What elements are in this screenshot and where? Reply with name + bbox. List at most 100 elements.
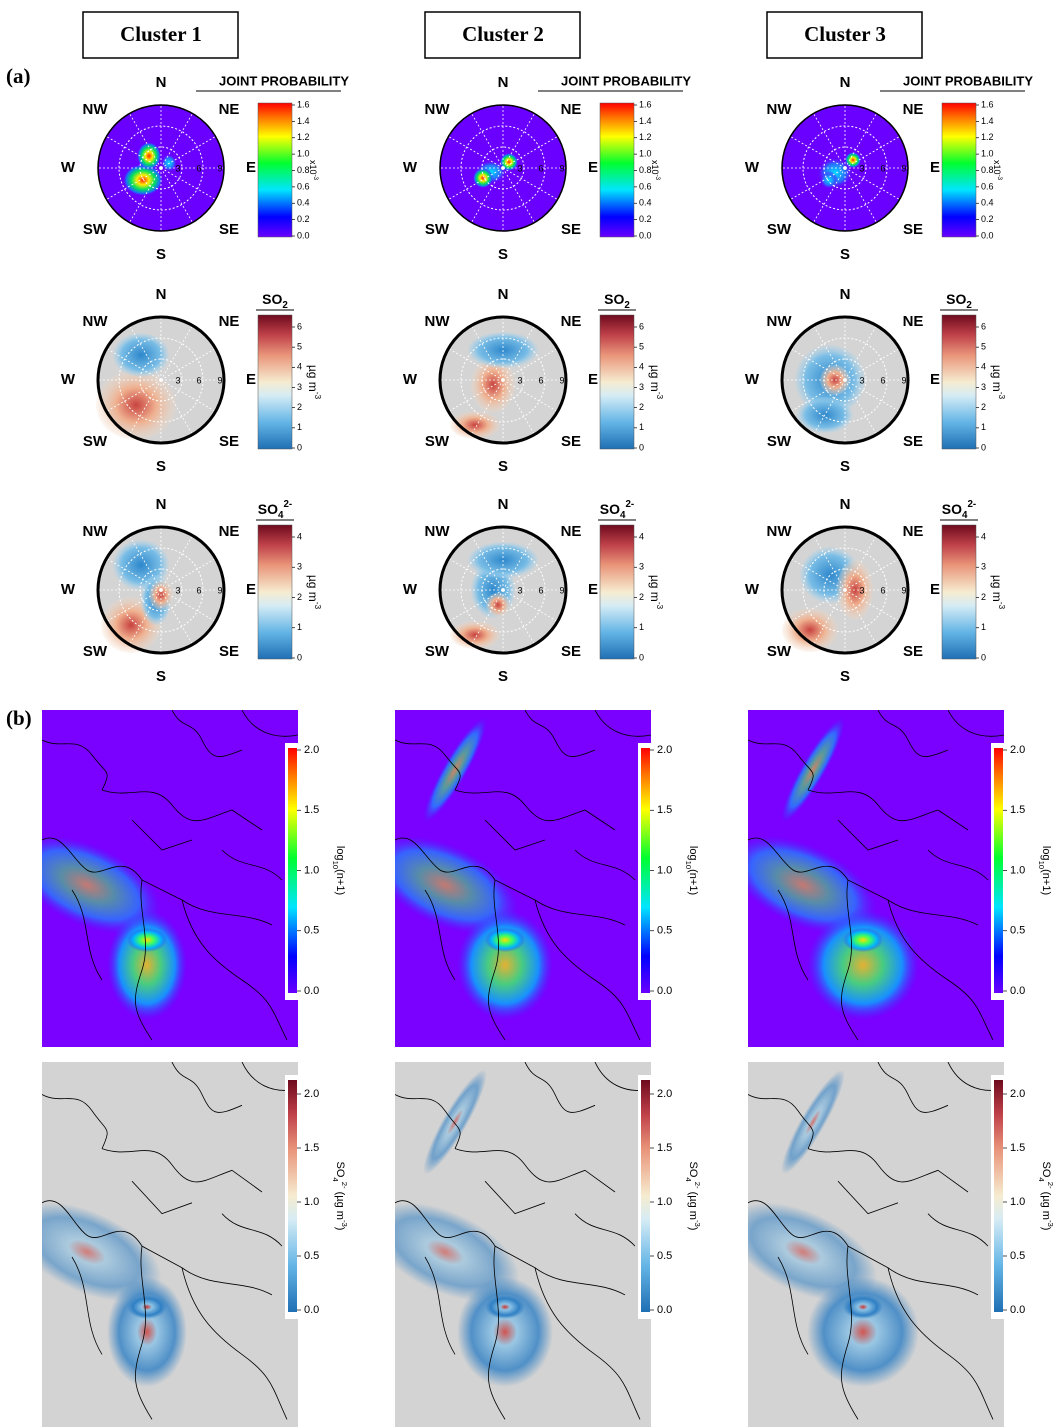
direction: N <box>156 496 167 513</box>
colorbar-tick-label: 1.5 <box>1010 1142 1025 1154</box>
text-part: SO <box>334 1162 346 1178</box>
polar-spoke <box>160 167 216 200</box>
colorbar-tick-label: 0 <box>981 652 986 662</box>
map <box>42 1062 298 1427</box>
map <box>395 1062 651 1427</box>
direction: NE <box>903 523 924 540</box>
text-part: 2 <box>624 300 630 311</box>
radial-tick: 6 <box>538 585 543 595</box>
radial-tick: 3 <box>175 375 180 385</box>
colorbar <box>641 748 650 993</box>
polar-border <box>96 315 226 445</box>
polar-spoke <box>129 589 162 645</box>
direction: SW <box>425 433 450 450</box>
polar-spoke <box>813 589 846 645</box>
direction: NW <box>767 101 793 118</box>
radial-tick: 9 <box>901 585 906 595</box>
polar-spoke <box>844 535 877 591</box>
map <box>395 710 651 1047</box>
radial-tick: 9 <box>217 163 222 173</box>
text-part: -3 <box>997 602 1007 610</box>
colorbar-unit: µg m-3 <box>990 575 1007 610</box>
direction: S <box>840 246 850 263</box>
text-part: x10 <box>992 160 1002 175</box>
colorbar-title: SO2 <box>262 291 288 311</box>
direction: SE <box>561 221 581 238</box>
text-part: -3 <box>1046 1220 1054 1227</box>
polar-spoke <box>160 589 193 645</box>
direction: N <box>498 496 509 513</box>
polar-spoke <box>502 558 558 591</box>
colorbar-tick-label: 0.0 <box>1010 985 1025 997</box>
radial-tick: 9 <box>901 375 906 385</box>
direction: NE <box>219 101 240 118</box>
polar-field <box>123 164 163 196</box>
direction: W <box>403 581 418 598</box>
radial-tick: 9 <box>559 585 564 595</box>
polar-spoke <box>160 379 216 412</box>
polar-spoke <box>502 136 558 169</box>
plume <box>395 835 520 935</box>
direction: S <box>498 458 508 475</box>
polar-spoke <box>129 325 162 381</box>
polar-border <box>438 315 568 445</box>
direction: NW <box>767 523 793 540</box>
map <box>42 710 298 1047</box>
plume-core <box>127 1295 167 1319</box>
colorbar-tick-label: 5 <box>981 342 986 352</box>
polar-spoke <box>160 167 193 223</box>
plume-core <box>843 1295 883 1319</box>
direction: N <box>840 496 851 513</box>
radial-tick: 3 <box>859 375 864 385</box>
colorbar-tick-label: 0.4 <box>297 198 310 208</box>
polar-field <box>486 593 510 617</box>
colorbar-tick-label: 0.0 <box>981 230 994 240</box>
colorbar-tick-label: 0.0 <box>639 230 652 240</box>
polar-border <box>97 104 225 232</box>
radial-tick: 3 <box>175 163 180 173</box>
polar-border <box>438 525 568 655</box>
cluster-box <box>82 11 239 59</box>
text-part: (µg m <box>687 1189 699 1220</box>
radial-tick: 6 <box>196 375 201 385</box>
plume <box>423 1069 487 1175</box>
plume <box>107 1277 187 1387</box>
colorbar-tick-label: 0.5 <box>657 1250 672 1262</box>
colorbar <box>257 102 293 238</box>
colorbar-tick-label: 0 <box>639 442 644 452</box>
plume <box>107 910 187 1020</box>
colorbar-tick-label: 2 <box>297 592 302 602</box>
text-part: SO <box>687 1162 699 1178</box>
polar-spoke <box>448 379 504 412</box>
colorbar-tick-label: 1 <box>297 622 302 632</box>
text-part: 10 <box>331 861 340 870</box>
text-part: -3 <box>655 392 665 400</box>
colorbar-title: SO42- <box>258 499 292 521</box>
colorbar-tick-label: 0.2 <box>639 214 652 224</box>
text-part: µg m <box>648 365 662 392</box>
polar-spoke <box>448 348 504 381</box>
radial-tick: 6 <box>538 163 543 173</box>
colorbar-tick-label: 1.6 <box>297 99 310 109</box>
text-part: -3 <box>693 1220 702 1227</box>
plume <box>423 717 487 823</box>
direction: NW <box>83 313 109 330</box>
text-part: SO <box>1040 1162 1052 1178</box>
map <box>748 1062 1004 1427</box>
direction: W <box>745 371 760 388</box>
text-part: -3 <box>997 392 1007 400</box>
plume-core <box>843 928 883 952</box>
polar-spoke <box>448 589 504 622</box>
colorbar-tick-label: 0.2 <box>297 214 310 224</box>
polar-field <box>820 171 838 189</box>
colorbar-unit: µg m-3 <box>648 575 665 610</box>
text-part: ) <box>1040 1227 1052 1231</box>
colorbar-tick-label: 1.0 <box>1010 864 1025 876</box>
colorbar-tick-label: 1.5 <box>304 1142 319 1154</box>
direction: N <box>498 74 509 91</box>
radial-tick: 9 <box>217 375 222 385</box>
text-part: 4 <box>278 510 284 521</box>
direction: NE <box>903 313 924 330</box>
colorbar-tick-label: 2.0 <box>657 1088 672 1100</box>
colorbar-tick-label: 4 <box>639 531 644 541</box>
